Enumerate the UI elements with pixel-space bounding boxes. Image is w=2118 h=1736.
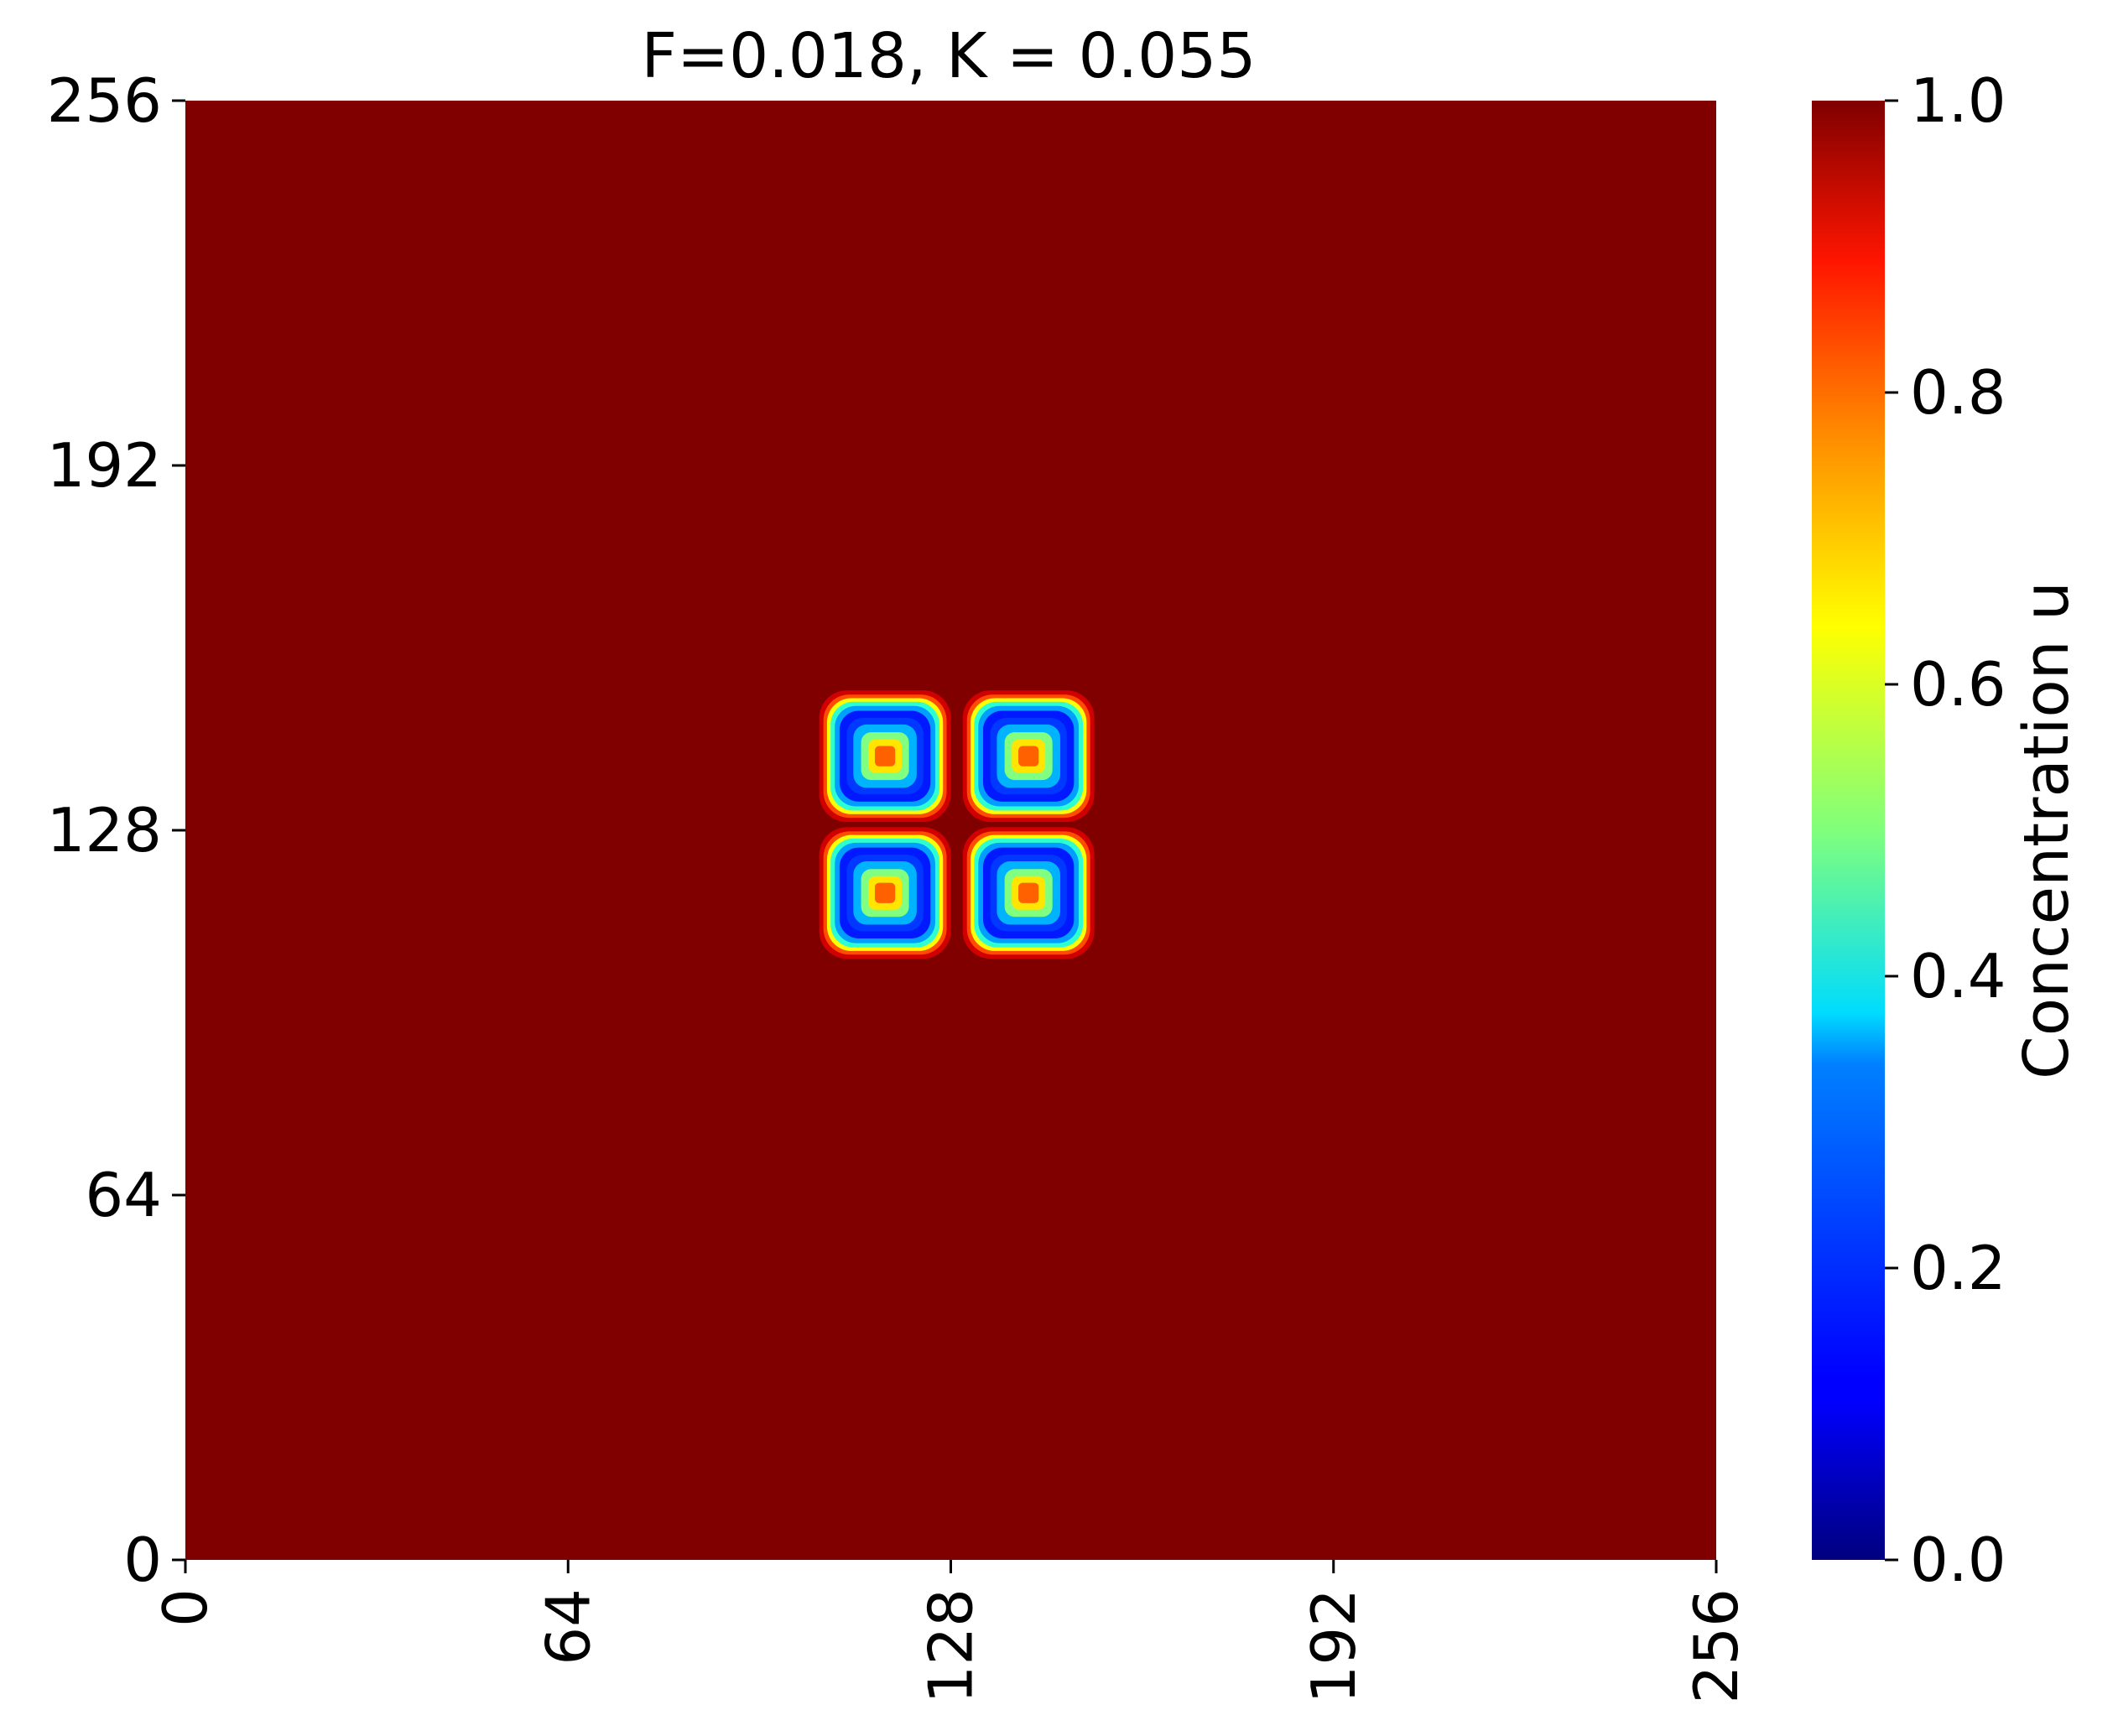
y-tick-label: 256 (47, 65, 162, 136)
x-tick-label: 64 (533, 1588, 603, 1666)
heatmap-spot (819, 690, 951, 823)
heatmap-spot-ring (874, 746, 896, 767)
colorbar-ticks: 0.0 0.2 0.4 0.6 0.8 1.0 (1885, 65, 2006, 1595)
colorbar-tick-label: 0.8 (1910, 357, 2006, 428)
colorbar-label: Concentration u (2011, 581, 2083, 1079)
y-tick-label: 128 (47, 795, 162, 865)
x-axis: 0 64 128 192 256 (150, 1560, 1751, 1703)
heatmap-spot (819, 827, 951, 959)
heatmap-spot-ring (1018, 882, 1039, 903)
y-tick-label: 64 (85, 1160, 162, 1230)
colorbar-tick-label: 0.0 (1910, 1525, 2006, 1595)
heatmap-spot-ring (874, 882, 896, 903)
colorbar-tick-label: 0.2 (1910, 1233, 2006, 1303)
x-tick-label: 256 (1681, 1588, 1751, 1703)
heatmap-spot (962, 827, 1095, 959)
heatmap-spots (819, 690, 1095, 959)
chart-title: F=0.018, K = 0.055 (642, 20, 1257, 92)
heatmap-spot-ring (1018, 746, 1039, 767)
y-axis: 0 64 128 192 256 (47, 65, 185, 1595)
heatmap-background (185, 101, 1716, 1560)
y-tick-label: 192 (47, 430, 162, 501)
heatmap-plot-area (185, 101, 1716, 1560)
colorbar: 0.0 0.2 0.4 0.6 0.8 1.0 Concentration u (1812, 65, 2083, 1595)
colorbar-tick-label: 0.4 (1910, 941, 2006, 1011)
colorbar-tick-label: 0.6 (1910, 649, 2006, 720)
colorbar-gradient (1812, 101, 1885, 1560)
y-tick-label: 0 (123, 1525, 162, 1595)
heatmap-spot (962, 690, 1095, 823)
x-tick-label: 0 (150, 1588, 221, 1627)
x-tick-label: 192 (1298, 1588, 1369, 1703)
x-tick-label: 128 (916, 1588, 986, 1703)
colorbar-tick-label: 1.0 (1910, 65, 2006, 136)
